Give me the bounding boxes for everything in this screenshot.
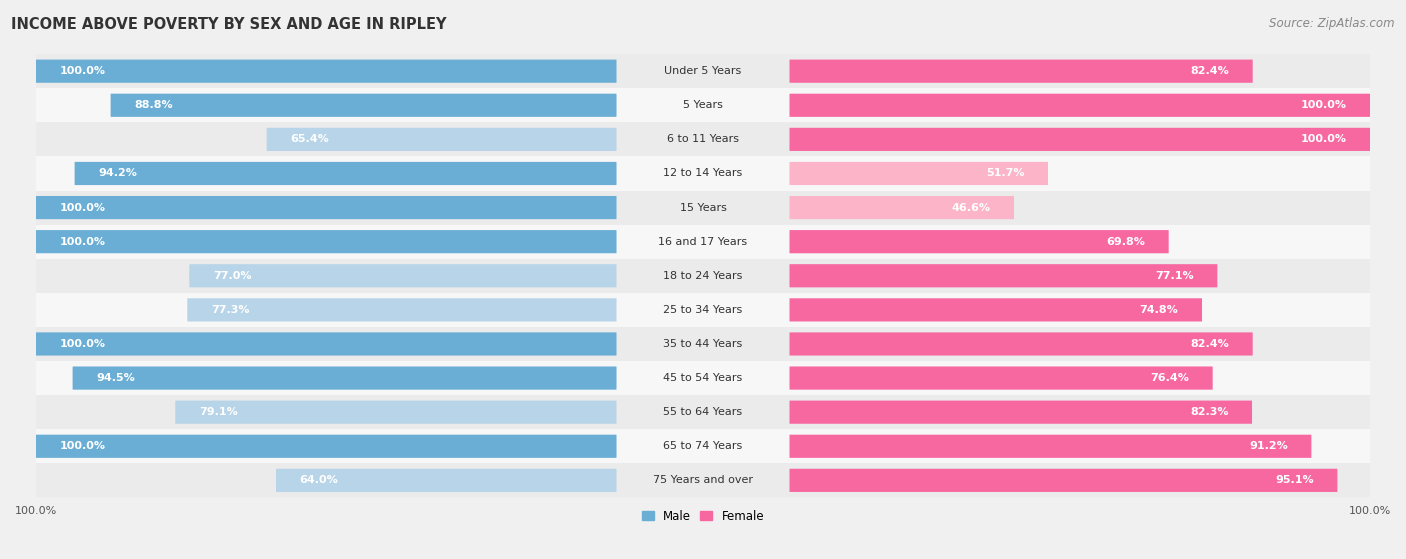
FancyBboxPatch shape: [37, 429, 1369, 463]
FancyBboxPatch shape: [37, 157, 1369, 191]
Text: 100.0%: 100.0%: [59, 66, 105, 76]
FancyBboxPatch shape: [790, 60, 1253, 83]
FancyBboxPatch shape: [790, 128, 1369, 151]
Text: 18 to 24 Years: 18 to 24 Years: [664, 271, 742, 281]
Text: 82.4%: 82.4%: [1191, 66, 1229, 76]
Text: 88.8%: 88.8%: [134, 100, 173, 110]
Text: 100.0%: 100.0%: [59, 339, 105, 349]
FancyBboxPatch shape: [37, 60, 616, 83]
FancyBboxPatch shape: [37, 361, 1369, 395]
FancyBboxPatch shape: [276, 469, 616, 492]
Text: 6 to 11 Years: 6 to 11 Years: [666, 134, 740, 144]
Text: 100.0%: 100.0%: [59, 441, 105, 451]
Text: 69.8%: 69.8%: [1107, 236, 1144, 247]
FancyBboxPatch shape: [790, 367, 1213, 390]
Text: 100.0%: 100.0%: [1301, 100, 1347, 110]
FancyBboxPatch shape: [37, 225, 1369, 259]
Text: 5 Years: 5 Years: [683, 100, 723, 110]
Text: 82.4%: 82.4%: [1191, 339, 1229, 349]
Text: 55 to 64 Years: 55 to 64 Years: [664, 407, 742, 417]
Text: 82.3%: 82.3%: [1189, 407, 1229, 417]
Text: 64.0%: 64.0%: [299, 475, 339, 485]
Text: 25 to 34 Years: 25 to 34 Years: [664, 305, 742, 315]
Text: 100.0%: 100.0%: [15, 506, 58, 516]
FancyBboxPatch shape: [75, 162, 616, 185]
FancyBboxPatch shape: [790, 196, 1014, 219]
FancyBboxPatch shape: [111, 94, 616, 117]
FancyBboxPatch shape: [37, 259, 1369, 293]
Text: INCOME ABOVE POVERTY BY SEX AND AGE IN RIPLEY: INCOME ABOVE POVERTY BY SEX AND AGE IN R…: [11, 17, 447, 32]
Legend: Male, Female: Male, Female: [641, 510, 765, 523]
FancyBboxPatch shape: [37, 191, 1369, 225]
FancyBboxPatch shape: [790, 230, 1168, 253]
Text: 46.6%: 46.6%: [952, 202, 990, 212]
Text: 16 and 17 Years: 16 and 17 Years: [658, 236, 748, 247]
FancyBboxPatch shape: [790, 299, 1202, 321]
FancyBboxPatch shape: [790, 401, 1251, 424]
Text: Source: ZipAtlas.com: Source: ZipAtlas.com: [1270, 17, 1395, 30]
Text: 100.0%: 100.0%: [59, 236, 105, 247]
FancyBboxPatch shape: [267, 128, 616, 151]
Text: 15 Years: 15 Years: [679, 202, 727, 212]
FancyBboxPatch shape: [37, 333, 616, 356]
FancyBboxPatch shape: [37, 230, 616, 253]
FancyBboxPatch shape: [37, 395, 1369, 429]
Text: 45 to 54 Years: 45 to 54 Years: [664, 373, 742, 383]
Text: 74.8%: 74.8%: [1140, 305, 1178, 315]
Text: 65.4%: 65.4%: [290, 134, 329, 144]
FancyBboxPatch shape: [37, 293, 1369, 327]
FancyBboxPatch shape: [187, 299, 616, 321]
FancyBboxPatch shape: [790, 94, 1369, 117]
Text: 12 to 14 Years: 12 to 14 Years: [664, 168, 742, 178]
Text: 100.0%: 100.0%: [1348, 506, 1391, 516]
Text: 95.1%: 95.1%: [1275, 475, 1313, 485]
Text: 77.0%: 77.0%: [212, 271, 252, 281]
FancyBboxPatch shape: [790, 264, 1218, 287]
FancyBboxPatch shape: [37, 435, 616, 458]
FancyBboxPatch shape: [73, 367, 616, 390]
Text: 100.0%: 100.0%: [1301, 134, 1347, 144]
FancyBboxPatch shape: [37, 122, 1369, 157]
Text: 77.3%: 77.3%: [211, 305, 249, 315]
Text: 77.1%: 77.1%: [1156, 271, 1194, 281]
Text: 51.7%: 51.7%: [986, 168, 1025, 178]
FancyBboxPatch shape: [37, 196, 616, 219]
Text: 79.1%: 79.1%: [198, 407, 238, 417]
FancyBboxPatch shape: [790, 469, 1337, 492]
Text: 35 to 44 Years: 35 to 44 Years: [664, 339, 742, 349]
FancyBboxPatch shape: [176, 401, 616, 424]
Text: 65 to 74 Years: 65 to 74 Years: [664, 441, 742, 451]
FancyBboxPatch shape: [790, 162, 1047, 185]
Text: 100.0%: 100.0%: [59, 202, 105, 212]
FancyBboxPatch shape: [790, 435, 1312, 458]
FancyBboxPatch shape: [37, 88, 1369, 122]
Text: 75 Years and over: 75 Years and over: [652, 475, 754, 485]
FancyBboxPatch shape: [190, 264, 616, 287]
Text: 91.2%: 91.2%: [1249, 441, 1288, 451]
Text: 94.2%: 94.2%: [98, 168, 136, 178]
Text: 94.5%: 94.5%: [96, 373, 135, 383]
Text: 76.4%: 76.4%: [1150, 373, 1189, 383]
FancyBboxPatch shape: [37, 54, 1369, 88]
FancyBboxPatch shape: [37, 463, 1369, 498]
FancyBboxPatch shape: [790, 333, 1253, 356]
FancyBboxPatch shape: [37, 327, 1369, 361]
Text: Under 5 Years: Under 5 Years: [665, 66, 741, 76]
